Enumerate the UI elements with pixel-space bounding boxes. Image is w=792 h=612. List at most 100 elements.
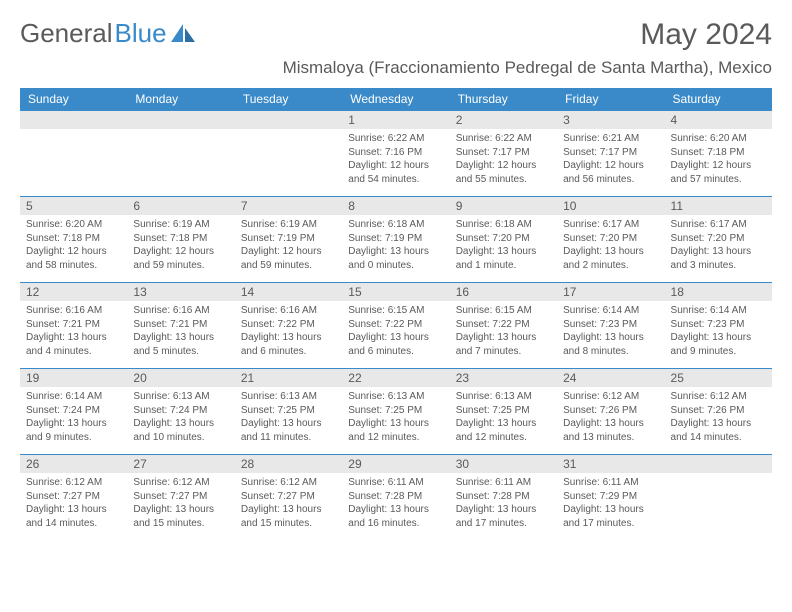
day-content: Sunrise: 6:14 AMSunset: 7:24 PMDaylight:…: [20, 387, 127, 447]
sunrise-text: Sunrise: 6:17 AM: [563, 218, 658, 232]
week-row: 1 Sunrise: 6:22 AMSunset: 7:16 PM Daylight…: [20, 111, 772, 197]
day-content: Sunrise: 6:11 AMSunset: 7:29 PMDaylight:…: [557, 473, 664, 533]
daylight-text: Daylight: 13 hours and 3 minutes.: [671, 245, 766, 272]
daylight-text: Daylight: 12 hours and 59 minutes.: [133, 245, 228, 272]
day-cell: 8Sunrise: 6:18 AMSunset: 7:19 PMDaylight…: [342, 197, 449, 283]
day-number: 10: [557, 197, 664, 215]
day-content: Sunrise: 6:12 AMSunset: 7:26 PMDaylight:…: [557, 387, 664, 447]
day-number: 1: [342, 111, 449, 129]
daylight-text: Daylight: 13 hours and 12 minutes.: [348, 417, 443, 444]
day-cell: [127, 111, 234, 197]
day-content: Sunrise: 6:11 AMSunset: 7:28 PMDaylight:…: [342, 473, 449, 533]
day-number: [235, 111, 342, 129]
sunset-text: Sunset: 7:18 PM: [26, 232, 121, 246]
day-number: 23: [450, 369, 557, 387]
day-number: 29: [342, 455, 449, 473]
day-cell: 2Sunrise: 6:22 AMSunset: 7:17 PMDaylight…: [450, 111, 557, 197]
sunset-text: Sunset: 7:25 PM: [241, 404, 336, 418]
sunset-text: Sunset: 7:28 PM: [348, 490, 443, 504]
day-content: Sunrise: 6:21 AMSunset: 7:17 PMDaylight:…: [557, 129, 664, 189]
daylight-text: Daylight: 12 hours and 56 minutes.: [563, 159, 658, 186]
day-number: [127, 111, 234, 129]
logo-text-1: General: [20, 18, 113, 49]
day-number: 28: [235, 455, 342, 473]
day-content: Sunrise: 6:12 AMSunset: 7:27 PMDaylight:…: [20, 473, 127, 533]
day-number: 3: [557, 111, 664, 129]
day-cell: 26Sunrise: 6:12 AMSunset: 7:27 PMDayligh…: [20, 455, 127, 541]
daylight-text: Daylight: 13 hours and 10 minutes.: [133, 417, 228, 444]
day-number: 13: [127, 283, 234, 301]
daylight-text: Daylight: 13 hours and 7 minutes.: [456, 331, 551, 358]
day-content: Sunrise: 6:17 AMSunset: 7:20 PMDaylight:…: [557, 215, 664, 275]
day-number: 15: [342, 283, 449, 301]
daylight-text: Daylight: 13 hours and 4 minutes.: [26, 331, 121, 358]
day-content: Sunrise: 6:12 AMSunset: 7:27 PMDaylight:…: [127, 473, 234, 533]
sunset-text: Sunset: 7:21 PM: [133, 318, 228, 332]
day-number: 21: [235, 369, 342, 387]
day-number: 9: [450, 197, 557, 215]
day-content: Sunrise: 6:16 AMSunset: 7:21 PMDaylight:…: [20, 301, 127, 361]
day-cell: 25Sunrise: 6:12 AMSunset: 7:26 PMDayligh…: [665, 369, 772, 455]
sunrise-text: Sunrise: 6:14 AM: [563, 304, 658, 318]
calendar-table: SundayMondayTuesdayWednesdayThursdayFrid…: [20, 88, 772, 541]
day-content: Sunrise: 6:20 AMSunset: 7:18 PMDaylight:…: [20, 215, 127, 275]
day-number: [20, 111, 127, 129]
day-cell: 20Sunrise: 6:13 AMSunset: 7:24 PMDayligh…: [127, 369, 234, 455]
day-number: 11: [665, 197, 772, 215]
day-content: Sunrise: 6:19 AMSunset: 7:19 PMDaylight:…: [235, 215, 342, 275]
day-cell: [20, 111, 127, 197]
day-content: Sunrise: 6:15 AMSunset: 7:22 PMDaylight:…: [342, 301, 449, 361]
day-number: 30: [450, 455, 557, 473]
sunrise-text: Sunrise: 6:11 AM: [348, 476, 443, 490]
sunset-text: Sunset: 7:17 PM: [456, 146, 551, 160]
day-cell: 17 Sunrise: 6:14 AMSunset: 7:23 PMDayligh…: [557, 283, 664, 369]
daylight-text: Daylight: 12 hours and 58 minutes.: [26, 245, 121, 272]
day-number: 8: [342, 197, 449, 215]
sunset-text: Sunset: 7:21 PM: [26, 318, 121, 332]
day-content: Sunrise: 6:20 AMSunset: 7:18 PMDaylight:…: [665, 129, 772, 189]
sunset-text: Sunset: 7:22 PM: [241, 318, 336, 332]
day-cell: 12Sunrise: 6:16 AMSunset: 7:21 PMDayligh…: [20, 283, 127, 369]
sunset-text: Sunset: 7:22 PM: [348, 318, 443, 332]
day-cell: 23Sunrise: 6:13 AMSunset: 7:25 PMDayligh…: [450, 369, 557, 455]
day-cell: 31Sunrise: 6:11 AMSunset: 7:29 PMDayligh…: [557, 455, 664, 541]
day-number: 18: [665, 283, 772, 301]
header: GeneralBlue May 2024: [20, 18, 772, 52]
daylight-text: Daylight: 13 hours and 15 minutes.: [133, 503, 228, 530]
day-number: 12: [20, 283, 127, 301]
sunrise-text: Sunrise: 6:22 AM: [348, 132, 443, 146]
sunset-text: Sunset: 7:17 PM: [563, 146, 658, 160]
day-cell: 22Sunrise: 6:13 AMSunset: 7:25 PMDayligh…: [342, 369, 449, 455]
daylight-text: Daylight: 13 hours and 17 minutes.: [563, 503, 658, 530]
day-content: Sunrise: 6:13 AMSunset: 7:25 PMDaylight:…: [450, 387, 557, 447]
daylight-text: Daylight: 13 hours and 8 minutes.: [563, 331, 658, 358]
sunrise-text: Sunrise: 6:16 AM: [241, 304, 336, 318]
sunrise-text: Sunrise: 6:13 AM: [456, 390, 551, 404]
sunset-text: Sunset: 7:16 PM: [348, 146, 443, 160]
daylight-text: Daylight: 13 hours and 14 minutes.: [26, 503, 121, 530]
day-number: 19: [20, 369, 127, 387]
day-cell: 13Sunrise: 6:16 AMSunset: 7:21 PMDayligh…: [127, 283, 234, 369]
day-number: 25: [665, 369, 772, 387]
logo-text-2: Blue: [115, 18, 167, 49]
day-content: Sunrise: 6:19 AMSunset: 7:18 PMDaylight:…: [127, 215, 234, 275]
day-content: Sunrise: 6:15 AMSunset: 7:22 PMDaylight:…: [450, 301, 557, 361]
day-number: 26: [20, 455, 127, 473]
day-content: Sunrise: 6:12 AMSunset: 7:26 PMDaylight:…: [665, 387, 772, 447]
sunset-text: Sunset: 7:20 PM: [563, 232, 658, 246]
day-number: 20: [127, 369, 234, 387]
day-number: 17: [557, 283, 664, 301]
location-text: Mismaloya (Fraccionamiento Pedregal de S…: [20, 58, 772, 78]
day-cell: 3Sunrise: 6:21 AMSunset: 7:17 PMDaylight…: [557, 111, 664, 197]
sunrise-text: Sunrise: 6:20 AM: [26, 218, 121, 232]
daylight-text: Daylight: 13 hours and 2 minutes.: [563, 245, 658, 272]
sunrise-text: Sunrise: 6:12 AM: [133, 476, 228, 490]
sunset-text: Sunset: 7:19 PM: [241, 232, 336, 246]
month-title: May 2024: [640, 18, 772, 52]
day-cell: 7Sunrise: 6:19 AMSunset: 7:19 PMDaylight…: [235, 197, 342, 283]
day-header-row: SundayMondayTuesdayWednesdayThursdayFrid…: [20, 88, 772, 111]
sunrise-text: Sunrise: 6:18 AM: [456, 218, 551, 232]
week-row: 12Sunrise: 6:16 AMSunset: 7:21 PMDayligh…: [20, 283, 772, 369]
day-number: 4: [665, 111, 772, 129]
sunset-text: Sunset: 7:23 PM: [563, 318, 658, 332]
